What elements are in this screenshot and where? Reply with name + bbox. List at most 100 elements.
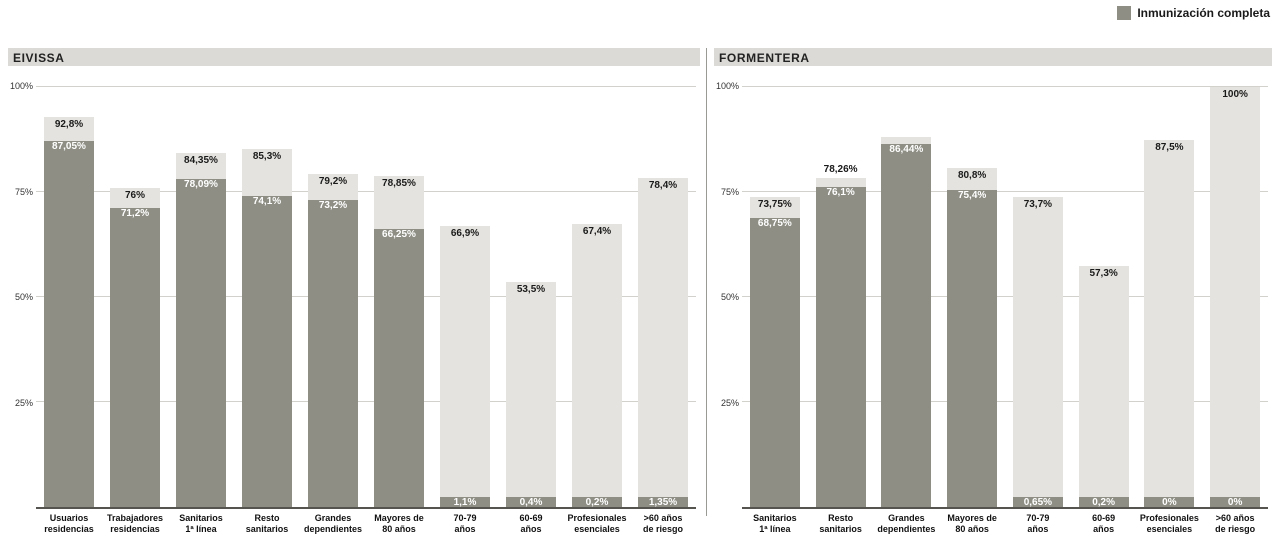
complete-bar: 0,2%	[1078, 497, 1129, 508]
complete-bar-value: 76,1%	[826, 187, 855, 199]
complete-bar: 0,65%	[1012, 497, 1063, 508]
legend: Inmunización completa	[1117, 6, 1270, 20]
total-bar-value: 78,26%	[823, 164, 858, 176]
total-bar-value: 67,4%	[582, 225, 612, 237]
complete-bar-value: 0,2%	[1092, 497, 1116, 508]
total-bar-value: 84,35%	[184, 154, 218, 166]
complete-bar: 75,4%	[947, 190, 998, 507]
complete-bar-value: 0%	[1162, 497, 1177, 508]
category-label: 70-79 años	[1026, 513, 1050, 534]
eivissa-chart: 100% 75% 50% 25% 87,05% 92,8% Usuarios reside…	[8, 81, 700, 534]
plot-area: 68,75% 73,75% Sanitarios 1ª línea 76,1% 78,2…	[742, 86, 1268, 534]
bar-group: 73,2% 79,2% Grandes dependientes	[304, 87, 362, 534]
complete-bar: 66,25%	[374, 228, 424, 507]
complete-bar: 0%	[1144, 497, 1195, 508]
plot-area: 87,05% 92,8% Usuarios residencias 71,2% 76% T…	[36, 86, 696, 534]
category-label: Profesionales esenciales	[1139, 513, 1199, 534]
charts-container: EIVISSA 100% 75% 50% 25% 87,05% 92,8% Usuario…	[8, 48, 1272, 534]
category-label: >60 años de riesgo	[642, 513, 683, 534]
category-label: Mayores de 80 años	[947, 513, 997, 534]
bars-container: 68,75% 73,75% Sanitarios 1ª línea 76,1% 78,2…	[742, 87, 1268, 534]
bar-group: 68,75% 73,75% Sanitarios 1ª línea	[749, 87, 800, 534]
gridline	[36, 401, 696, 402]
bar-group: 0,2% 57,3% 60-69 años	[1078, 87, 1129, 534]
bar-group: 66,25% 78,85% Mayores de 80 años	[374, 87, 424, 534]
total-bar-value: 76%	[124, 189, 145, 201]
total-bar	[1210, 87, 1261, 507]
total-bar	[506, 282, 556, 507]
complete-bar: 0%	[1210, 497, 1261, 508]
total-bar	[1144, 139, 1195, 507]
complete-bar: 86,44%	[881, 143, 932, 507]
bar-group: 0,4% 53,5% 60-69 años	[506, 87, 556, 534]
complete-bar: 87,05%	[44, 141, 94, 507]
complete-bar: 1,1%	[440, 497, 490, 508]
total-bar-value: 73,7%	[1023, 199, 1053, 211]
total-bar	[572, 223, 622, 507]
complete-bar-value: 0,2%	[585, 497, 609, 508]
bar-group: 0% 87,5% Profesionales esenciales	[1140, 87, 1199, 534]
category-label: 60-69 años	[1092, 513, 1116, 534]
formentera-chart: 100% 75% 50% 25% 68,75% 73,75% Sanitarios 1ª …	[714, 81, 1272, 534]
category-label: >60 años de riesgo	[1215, 513, 1256, 534]
y-tick-label: 75%	[720, 186, 739, 197]
eivissa-panel: EIVISSA 100% 75% 50% 25% 87,05% 92,8% Usuario…	[8, 48, 700, 534]
y-tick-label: 100%	[715, 81, 739, 91]
complete-bar-value: 71,2%	[120, 207, 150, 219]
category-label: 60-69 años	[519, 513, 543, 534]
complete-bar: 71,2%	[110, 207, 160, 507]
category-label: Profesionales esenciales	[567, 513, 627, 534]
bar-group: 71,2% 76% Trabajadores residencias	[107, 87, 163, 534]
complete-bar: 74,1%	[242, 195, 292, 507]
total-bar-value: 73,75%	[757, 199, 792, 211]
y-axis: 100% 75% 50% 25%	[714, 81, 740, 509]
complete-bar-value: 87,05%	[52, 141, 86, 153]
category-label: Mayores de 80 años	[374, 513, 424, 534]
category-label: Grandes dependientes	[877, 513, 936, 534]
gridline	[742, 86, 1268, 87]
legend-label: Inmunización completa	[1137, 6, 1270, 20]
total-bar	[1012, 197, 1063, 507]
category-label: Resto sanitarios	[245, 513, 289, 534]
eivissa-panel-title: EIVISSA	[8, 48, 700, 66]
total-bar	[440, 226, 490, 507]
y-tick-label: 25%	[14, 397, 33, 408]
complete-bar-value: 1,35%	[648, 497, 678, 508]
y-axis: 100% 75% 50% 25%	[8, 81, 34, 509]
bar-group: 0,2% 67,4% Profesionales esenciales	[567, 87, 627, 534]
bar-group: 75,4% 80,8% Mayores de 80 años	[947, 87, 998, 534]
legend-swatch-icon	[1117, 6, 1132, 20]
bars-container: 87,05% 92,8% Usuarios residencias 71,2% 76% T…	[36, 87, 696, 534]
category-label: 70-79 años	[453, 513, 477, 534]
y-tick-label: 50%	[720, 292, 739, 302]
category-label: Sanitarios 1ª línea	[753, 513, 797, 534]
category-label: Resto sanitarios	[819, 513, 862, 534]
complete-bar: 76,1%	[815, 187, 866, 507]
gridline	[742, 191, 1268, 192]
bar-group: 1,1% 66,9% 70-79 años	[440, 87, 490, 534]
total-bar-value: 87,5%	[1155, 141, 1184, 153]
gridline	[742, 296, 1268, 297]
total-bar-value: 53,5%	[516, 284, 546, 296]
complete-bar: 0,2%	[572, 497, 622, 508]
complete-bar-value: 78,09%	[184, 179, 218, 191]
complete-bar-value: 75,4%	[957, 190, 987, 202]
complete-bar-value: 0,4%	[519, 497, 543, 508]
bar-group: 74,1% 85,3% Resto sanitarios	[242, 87, 292, 534]
total-bar	[1078, 266, 1129, 507]
bar-group: 0,65% 73,7% 70-79 años	[1012, 87, 1063, 534]
total-bar-value: 92,8%	[54, 119, 84, 131]
y-tick-label: 75%	[14, 186, 33, 197]
bar-group: 0% 100% >60 años de riesgo	[1210, 87, 1261, 534]
bar-group: 87,05% 92,8% Usuarios residencias	[44, 87, 94, 534]
gridline	[36, 296, 696, 297]
y-tick-label: 25%	[720, 397, 739, 408]
gridline	[36, 86, 696, 87]
complete-bar-value: 73,2%	[318, 199, 348, 211]
complete-bar-value: 1,1%	[453, 497, 477, 508]
category-label: Usuarios residencias	[44, 513, 94, 534]
complete-bar: 0,4%	[506, 497, 556, 508]
complete-bar-value: 0%	[1227, 497, 1243, 508]
category-label: Trabajadores residencias	[106, 513, 164, 534]
complete-bar: 73,2%	[308, 199, 358, 507]
